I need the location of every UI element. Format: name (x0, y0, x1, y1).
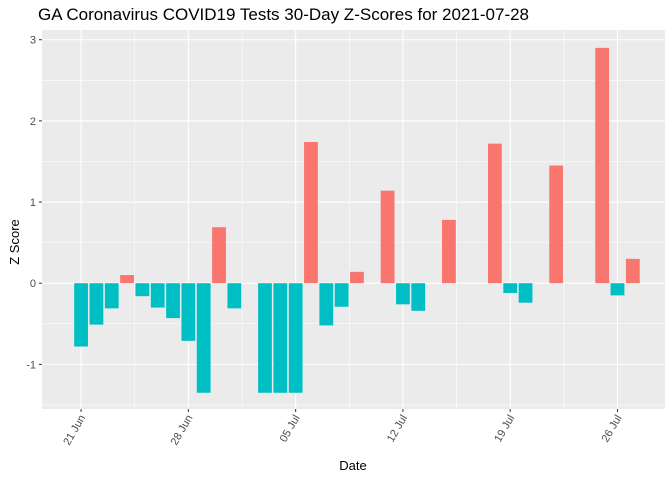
x-tick-label: 19 Jul (492, 413, 517, 444)
bar-2021-07-27 (625, 258, 640, 284)
y-tick-label: 1 (30, 197, 36, 209)
bar-2021-07-11 (380, 190, 395, 284)
plot-panel (42, 30, 665, 409)
bar-2021-06-22 (89, 283, 104, 325)
bar-2021-07-08 (334, 283, 349, 307)
bar-2021-06-26 (150, 283, 165, 308)
bar-2021-07-25 (595, 47, 610, 284)
x-tick-label: 26 Jul (600, 413, 625, 444)
bars (74, 47, 640, 393)
bar-2021-06-23 (104, 283, 119, 309)
bar-2021-06-28 (181, 283, 196, 341)
bar-2021-07-03 (258, 283, 272, 393)
bar-2021-07-06 (304, 141, 318, 284)
bar-2021-06-30 (212, 227, 226, 284)
bar-2021-06-29 (196, 283, 211, 393)
y-axis-title: Z Score (7, 219, 22, 265)
bar-2021-07-20 (518, 283, 533, 303)
bar-2021-07-07 (319, 283, 334, 326)
bar-2021-07-18 (487, 143, 502, 284)
bar-2021-07-09 (350, 271, 364, 284)
bar-2021-06-25 (135, 283, 150, 297)
bar-2021-06-21 (74, 283, 88, 347)
bar-2021-07-05 (288, 283, 303, 393)
x-tick-label: 28 Jun (169, 413, 196, 448)
x-axis-title: Date (339, 458, 366, 473)
y-axis: -1 0 1 2 3 (26, 35, 42, 371)
bar-2021-07-15 (442, 219, 456, 284)
bar-2021-06-24 (120, 275, 134, 284)
y-tick-label: 2 (30, 116, 36, 128)
y-tick-label: 0 (30, 278, 36, 290)
x-tick-label: 12 Jul (385, 413, 410, 444)
x-tick-label: 05 Jul (278, 413, 303, 444)
chart-title: GA Coronavirus COVID19 Tests 30-Day Z-Sc… (38, 5, 529, 24)
bar-2021-07-01 (227, 283, 242, 309)
x-tick-label: 21 Jun (61, 413, 88, 448)
bar-2021-07-26 (610, 283, 625, 296)
y-tick-label: 3 (30, 35, 36, 47)
minor-gridlines (42, 30, 665, 409)
bar-2021-07-04 (273, 283, 288, 393)
bar-2021-07-12 (396, 283, 410, 305)
y-tick-label: -1 (26, 359, 36, 371)
x-axis: 21 Jun 28 Jun 05 Jul 12 Jul 19 Jul 26 Jul (61, 409, 625, 448)
bar-2021-07-13 (411, 283, 426, 311)
bar-2021-06-27 (166, 283, 180, 319)
bar-2021-07-22 (549, 165, 564, 284)
bar-2021-07-19 (503, 283, 518, 293)
